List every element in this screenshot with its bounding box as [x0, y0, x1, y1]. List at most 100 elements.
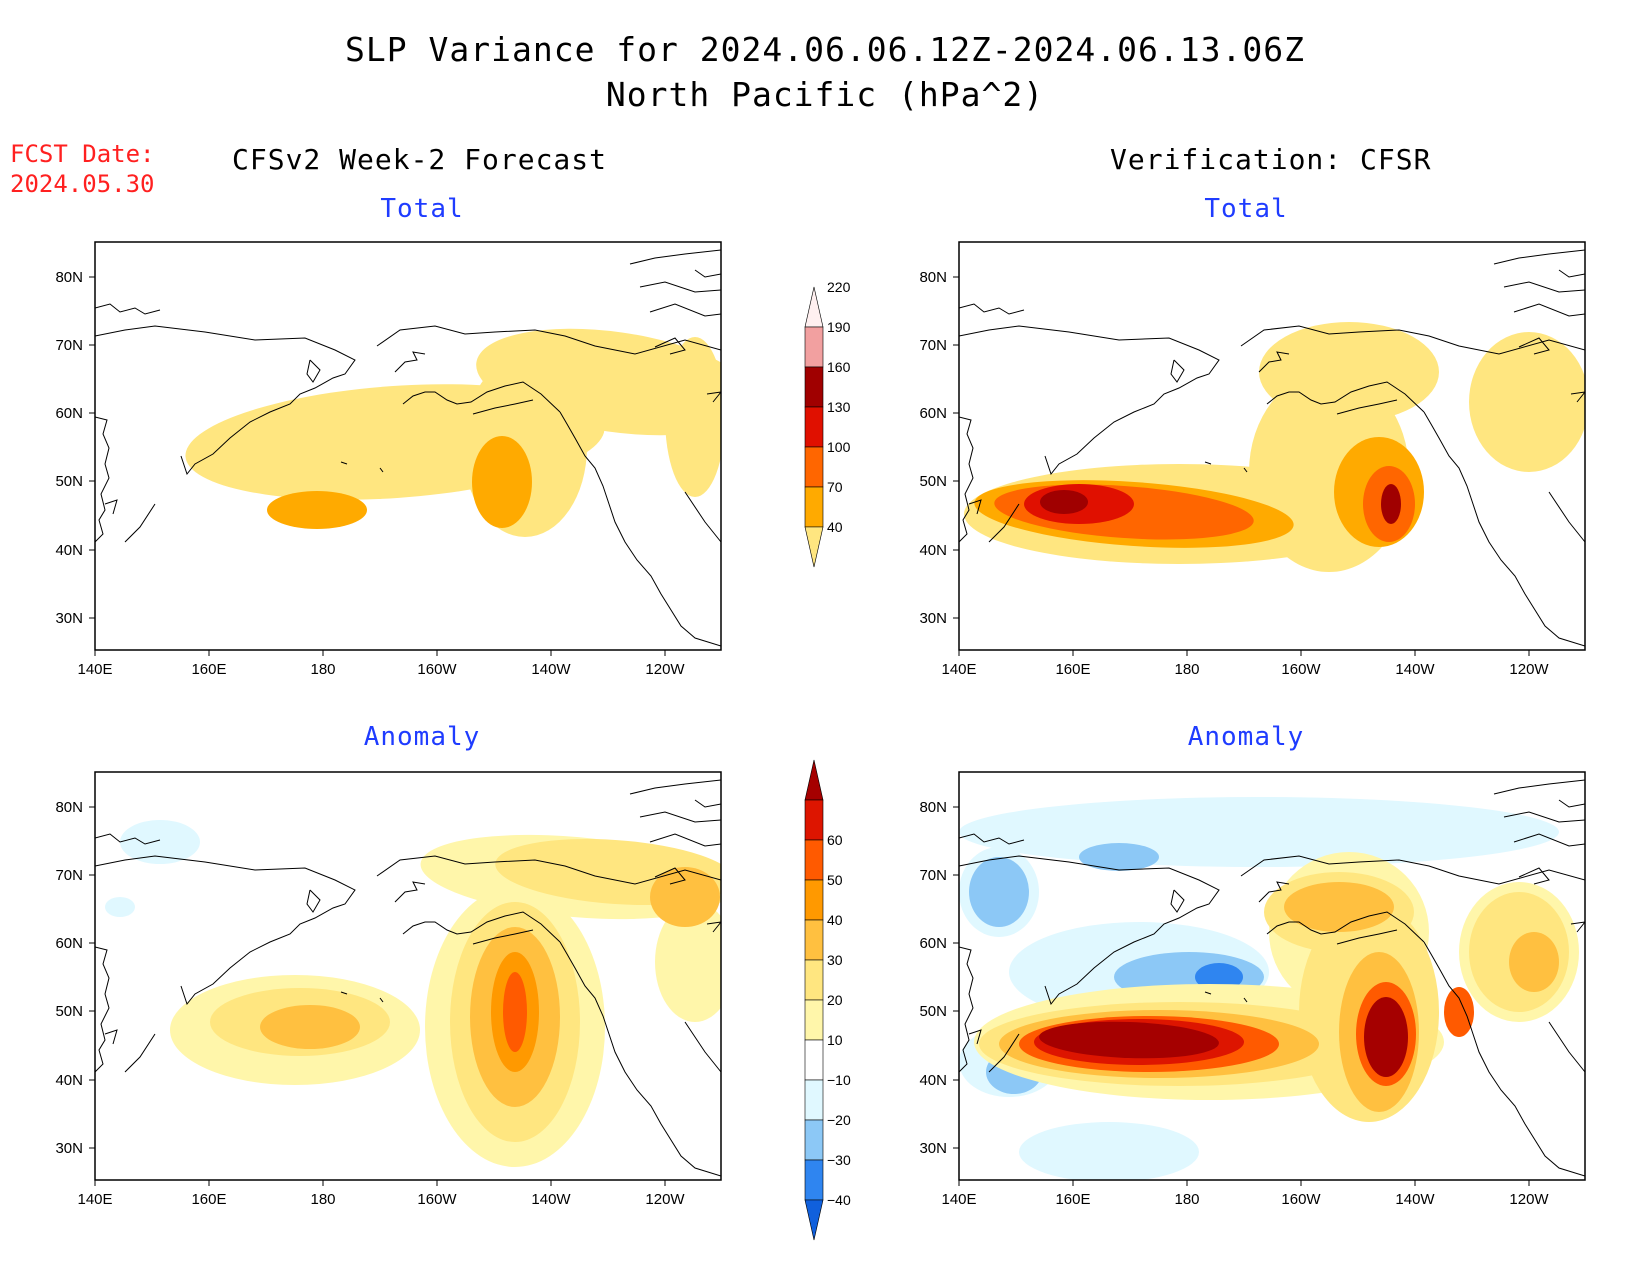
contour-region: [1195, 963, 1243, 991]
lat-tick-label: 40N: [55, 1072, 83, 1089]
contour-region: [969, 857, 1029, 927]
contour-region: [260, 1005, 360, 1049]
coastline: [1503, 281, 1585, 293]
shaded-field: [959, 797, 1579, 1180]
coastline: [684, 1021, 721, 1073]
colorbar-bottom-triangle: [804, 1199, 824, 1241]
coastline: [1558, 799, 1585, 808]
contour-region: [472, 436, 532, 528]
coastline: [1423, 411, 1585, 647]
contour-region: [503, 972, 527, 1052]
colorbar-segment: [804, 1079, 824, 1121]
colorbar-segment: [804, 326, 824, 368]
coastline: [376, 855, 721, 885]
coastline: [1243, 997, 1248, 1003]
lat-tick-label: 50N: [919, 1003, 947, 1020]
lon-tick-label: 140W: [531, 661, 571, 678]
contour-region: [959, 797, 1559, 867]
coastline: [1336, 929, 1398, 945]
coastline: [340, 461, 348, 465]
coastline: [124, 503, 156, 543]
anomaly-colorbar: −40 −30 −20 −10 10 20 30 40 50 60: [804, 759, 851, 1241]
contour-region: [665, 337, 721, 497]
lat-tick-label: 60N: [919, 405, 947, 422]
lon-tick-label: 140E: [77, 1191, 112, 1208]
coastline: [1518, 867, 1550, 885]
coastlines: [95, 249, 721, 647]
contour-region: [1040, 490, 1088, 514]
coastline: [694, 799, 721, 808]
figure-title-line2: North Pacific (hPa^2): [605, 75, 1045, 114]
lon-tick-label: 160W: [1281, 1191, 1321, 1208]
coastline: [1170, 359, 1185, 383]
coastline: [559, 411, 721, 647]
colorbar-label: 160: [827, 359, 851, 375]
coastline: [1493, 249, 1585, 265]
panel-frame: [958, 241, 1586, 651]
lat-tick-label: 40N: [919, 542, 947, 559]
shaded-field: [185, 328, 721, 537]
lon-tick-label: 140E: [941, 1191, 976, 1208]
colorbar-segment: [804, 366, 824, 408]
colorbar-label: 60: [827, 832, 843, 848]
coastline: [706, 921, 721, 933]
colorbar-bottom-triangle: [804, 526, 824, 568]
coastlines: [95, 779, 721, 1177]
total-colorbar: 40 70 100 130 160 190 220: [804, 279, 851, 568]
coastline: [1513, 833, 1585, 847]
coastline: [1170, 889, 1185, 913]
coastline: [988, 503, 1020, 543]
colorbar-label: 100: [827, 439, 851, 455]
lat-tick-label: 30N: [55, 610, 83, 627]
lon-tick-label: 160W: [1281, 661, 1321, 678]
lon-tick-label: 160W: [417, 661, 457, 678]
panel-frame: [94, 771, 722, 1181]
coastline: [959, 416, 974, 543]
colorbar-label: 220: [827, 279, 851, 295]
coastlines: [959, 249, 1585, 647]
coastline: [968, 1029, 982, 1045]
panel-frame: [958, 771, 1586, 1181]
coastline: [379, 997, 384, 1003]
lon-tick-label: 160E: [191, 661, 226, 678]
lat-tick-label: 50N: [55, 1003, 83, 1020]
forecast-anomaly-title: Anomaly: [363, 722, 481, 752]
contour-region: [1469, 332, 1585, 472]
forecast-total-title: Total: [380, 194, 464, 224]
coastline: [694, 269, 721, 278]
lat-tick-label: 60N: [919, 935, 947, 952]
coastline: [1503, 811, 1585, 823]
coastline: [394, 351, 426, 373]
lat-tick-label: 60N: [55, 935, 83, 952]
colorbar-label: 20: [827, 992, 843, 1008]
lon-tick-label: 180: [1174, 661, 1199, 678]
forecast-column-title: CFSv2 Week-2 Forecast: [232, 143, 608, 176]
coastline: [1493, 779, 1585, 795]
coastline: [1266, 911, 1425, 943]
colorbar-label: 70: [827, 479, 843, 495]
lon-tick-label: 180: [310, 1191, 335, 1208]
coastline: [1513, 303, 1585, 317]
contour-region: [267, 491, 367, 529]
coastline: [629, 249, 721, 265]
colorbar-segment: [804, 999, 824, 1041]
colorbar-label: −10: [827, 1072, 851, 1088]
colorbar-segment: [804, 406, 824, 448]
coastline: [1240, 325, 1585, 355]
coastline: [649, 303, 721, 317]
coastline: [1204, 461, 1212, 465]
coastline: [472, 929, 534, 945]
colorbar-segment: [804, 1159, 824, 1201]
coastline: [1423, 941, 1585, 1177]
lon-tick-label: 120W: [645, 1191, 685, 1208]
coastline: [1548, 1021, 1585, 1073]
colorbar-label: 190: [827, 319, 851, 335]
coastline: [376, 325, 721, 355]
colorbar-label: −30: [827, 1152, 851, 1168]
lon-tick-label: 140E: [77, 661, 112, 678]
coastline: [379, 467, 384, 473]
lon-tick-label: 140W: [1395, 1191, 1435, 1208]
coastline: [959, 855, 1220, 1006]
colorbar-segment: [804, 879, 824, 921]
